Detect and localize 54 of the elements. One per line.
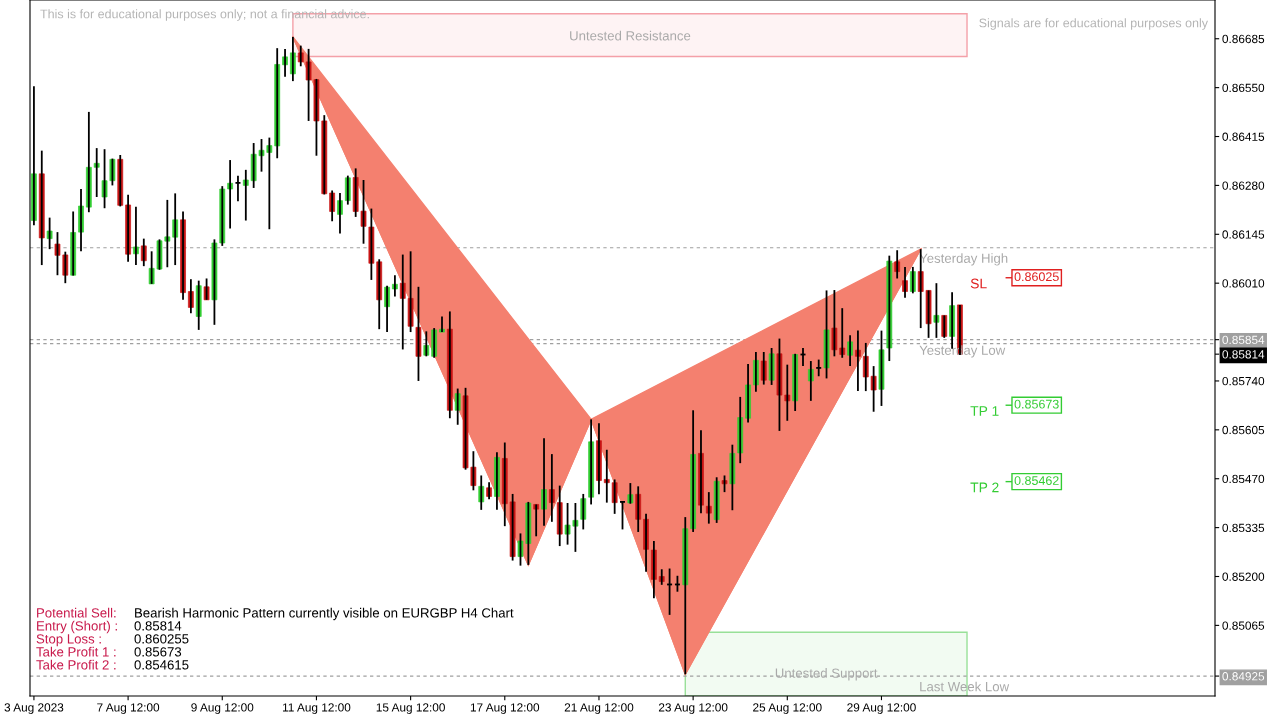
annotation: 0.85814 [134,621,182,631]
x-tick-label: 9 Aug 12:00 [191,703,254,714]
candlestick [768,347,775,386]
candlestick [203,277,210,301]
ref-line-label: TP 2 [970,482,999,493]
y-tick-label: 0.86145 [1222,230,1265,239]
annotation: 0.85673 [1014,399,1059,409]
x-tick-label: 23 Aug 12:00 [658,703,728,714]
x-tick-label: 7 Aug 12:00 [97,703,160,714]
annotation: 0.854615 [134,660,189,670]
annotation: Entry (Short) : [37,620,117,634]
y-tick-label: 0.86550 [1222,83,1265,93]
y-tick-label: 0.85605 [1222,425,1265,435]
annotation: Take Profit 2 : [36,659,116,670]
y-tick-label: 0.86415 [1222,132,1265,141]
x-tick-label: 3 Aug 2023 [4,703,64,714]
annotation: 0.860255 [134,634,189,644]
candlestick [933,282,940,339]
y-tick-label: 0.85065 [1222,621,1265,630]
y-tick-label: 0.86010 [1222,279,1265,288]
annotation: 0.85673 [134,647,182,657]
annotation: 0.86025 [1014,272,1059,282]
y-tick-label: 0.85200 [1222,572,1265,581]
x-tick-label: 25 Aug 12:00 [753,703,822,714]
annotation: Signals are for educational purposes only [979,18,1208,30]
x-tick-label: 17 Aug 12:00 [470,703,540,714]
y-tick-label: 0.86685 [1222,34,1265,44]
x-tick-label: 29 Aug 12:00 [847,703,916,714]
y-tick-label: 0.84925 [1222,672,1265,681]
candlestick [619,500,626,531]
annotation: Stop Loss : [36,634,101,647]
candlestick [823,289,830,380]
annotation: Potential Sell: [37,607,116,618]
candlestick [627,482,634,505]
candlestick [46,216,53,251]
y-tick-label: 0.85470 [1222,474,1265,484]
annotation: 0.85462 [1014,476,1059,485]
x-tick-label: 15 Aug 12:00 [376,703,445,714]
x-tick-label: 21 Aug 12:00 [564,703,634,714]
annotation: Take Profit 1 : [36,646,116,657]
y-tick-label: 0.85740 [1222,376,1265,386]
ref-line-label: SL [970,278,987,289]
y-tick-label: 0.85814 [1222,350,1265,359]
candlestick [439,315,445,333]
annotation: Bearish Harmonic Pattern currently visible on EURGBP H4 Chart [135,607,514,621]
candlestick [415,285,422,382]
y-tick-label: 0.85854 [1222,335,1265,345]
ref-line-label: TP 1 [970,406,999,416]
band-label: Untested Support [775,668,878,681]
candlestick [878,329,885,407]
y-tick-label: 0.86280 [1222,181,1265,190]
band-label: Untested Resistance [570,30,691,41]
x-tick-label: 11 Aug 12:00 [282,703,351,714]
y-tick-label: 0.85335 [1222,523,1265,533]
